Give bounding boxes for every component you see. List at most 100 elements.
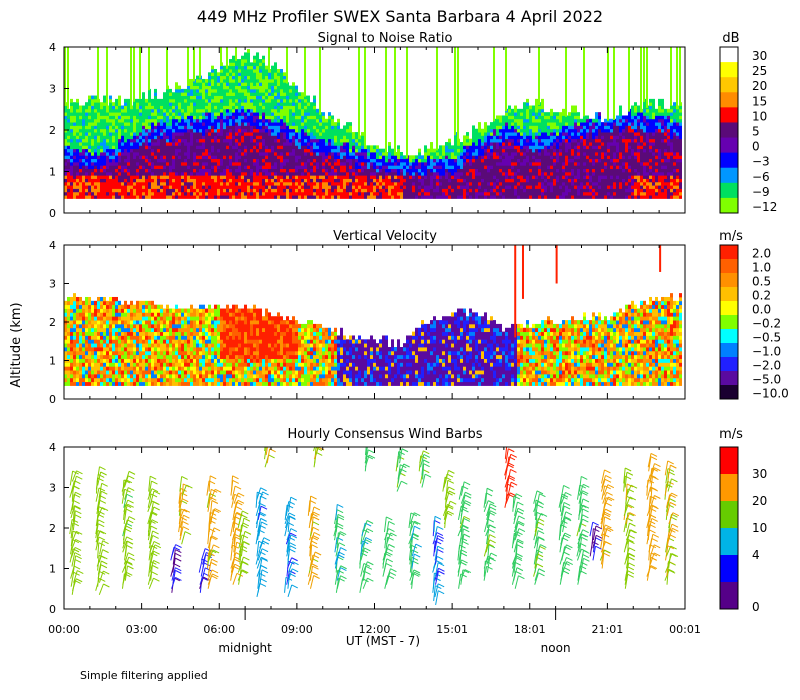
- snr-cell: [151, 195, 154, 199]
- snr-cell: [208, 171, 211, 176]
- snr-cell: [373, 158, 376, 163]
- snr-cell: [97, 168, 100, 173]
- snr-cell: [505, 168, 508, 173]
- snr-cell: [319, 165, 322, 169]
- snr-cell: [316, 158, 319, 163]
- snr-cell: [427, 155, 430, 160]
- snr-cell: [313, 95, 316, 100]
- snr-cell: [505, 118, 508, 123]
- snr-cell: [133, 158, 136, 163]
- snr-cell: [259, 82, 262, 86]
- snr-cell: [448, 158, 451, 163]
- snr-cell: [298, 181, 301, 186]
- snr-cell: [358, 155, 361, 160]
- snr-cell: [475, 161, 478, 166]
- snr-cell: [487, 148, 490, 153]
- snr-cell: [346, 175, 349, 179]
- snr-cell: [595, 148, 598, 153]
- snr-cell: [121, 128, 124, 133]
- snr-cell: [220, 75, 223, 80]
- snr-cell: [565, 118, 568, 123]
- snr-cell: [277, 72, 280, 77]
- snr-cell: [463, 185, 466, 189]
- snr-cell: [529, 148, 532, 153]
- snr-cell: [247, 85, 250, 90]
- snr-cell: [295, 148, 298, 153]
- snr-cell: [541, 165, 544, 169]
- snr-cell: [283, 92, 286, 96]
- snr-cell: [181, 148, 184, 153]
- snr-cell: [160, 115, 163, 120]
- snr-cell: [124, 138, 127, 143]
- snr-cell: [325, 128, 328, 133]
- snr-cell: [559, 112, 562, 116]
- snr-cell: [265, 161, 268, 166]
- snr-cell: [196, 132, 199, 136]
- snr-cell: [172, 185, 175, 189]
- snr-cell: [460, 151, 463, 156]
- snr-cell: [445, 142, 448, 146]
- snr-cell: [310, 122, 313, 126]
- snr-cell: [556, 142, 559, 146]
- snr-cell: [289, 125, 292, 130]
- snr-streak: [565, 47, 567, 117]
- snr-cell: [106, 108, 109, 113]
- snr-cell: [148, 95, 151, 100]
- snr-cell: [514, 168, 517, 173]
- snr-cell: [247, 148, 250, 153]
- snr-cell: [112, 102, 115, 106]
- snr-cell: [184, 155, 187, 160]
- snr-cell: [505, 122, 508, 126]
- snr-cell: [271, 158, 274, 163]
- snr-cell: [208, 178, 211, 183]
- snr-cell: [595, 165, 598, 169]
- snr-cell: [199, 145, 202, 150]
- snr-cell: [280, 148, 283, 153]
- snr-cell: [337, 188, 340, 193]
- snr-cell: [124, 108, 127, 113]
- snr-cell: [211, 85, 214, 90]
- snr-cell: [436, 191, 439, 196]
- snr-cell: [142, 102, 145, 106]
- snr-cell: [454, 138, 457, 143]
- snr-cell: [598, 158, 601, 163]
- snr-cell: [286, 168, 289, 173]
- snr-cell: [574, 191, 577, 196]
- snr-cell: [169, 142, 172, 146]
- snr-cell: [70, 102, 73, 106]
- snr-cell: [589, 188, 592, 193]
- snr-cell: [478, 171, 481, 176]
- snr-cell: [160, 135, 163, 140]
- snr-cell: [388, 175, 391, 179]
- snr-cell: [247, 98, 250, 103]
- snr-cell: [259, 59, 262, 63]
- snr-cell: [112, 158, 115, 163]
- snr-cell: [118, 132, 121, 136]
- snr-cell: [82, 155, 85, 160]
- snr-cell: [283, 105, 286, 110]
- snr-cell: [331, 181, 334, 186]
- snr-cell: [121, 188, 124, 193]
- snr-cell: [235, 122, 238, 126]
- snr-cell: [523, 171, 526, 176]
- snr-cell: [220, 132, 223, 136]
- snr-cell: [346, 145, 349, 150]
- snr-cell: [193, 105, 196, 110]
- snr-cell: [304, 155, 307, 160]
- snr-cell: [472, 195, 475, 199]
- snr-cell: [160, 165, 163, 169]
- snr-cell: [286, 132, 289, 136]
- snr-cell: [499, 195, 502, 199]
- snr-cell: [457, 161, 460, 166]
- snr-cell: [313, 178, 316, 183]
- snr-cell: [235, 181, 238, 186]
- snr-cell: [259, 75, 262, 80]
- snr-cell: [487, 171, 490, 176]
- snr-cell: [109, 128, 112, 133]
- snr-cell: [268, 105, 271, 110]
- snr-cell: [124, 142, 127, 146]
- snr-cell: [493, 135, 496, 140]
- snr-cell: [280, 191, 283, 196]
- snr-cell: [532, 135, 535, 140]
- snr-cell: [250, 178, 253, 183]
